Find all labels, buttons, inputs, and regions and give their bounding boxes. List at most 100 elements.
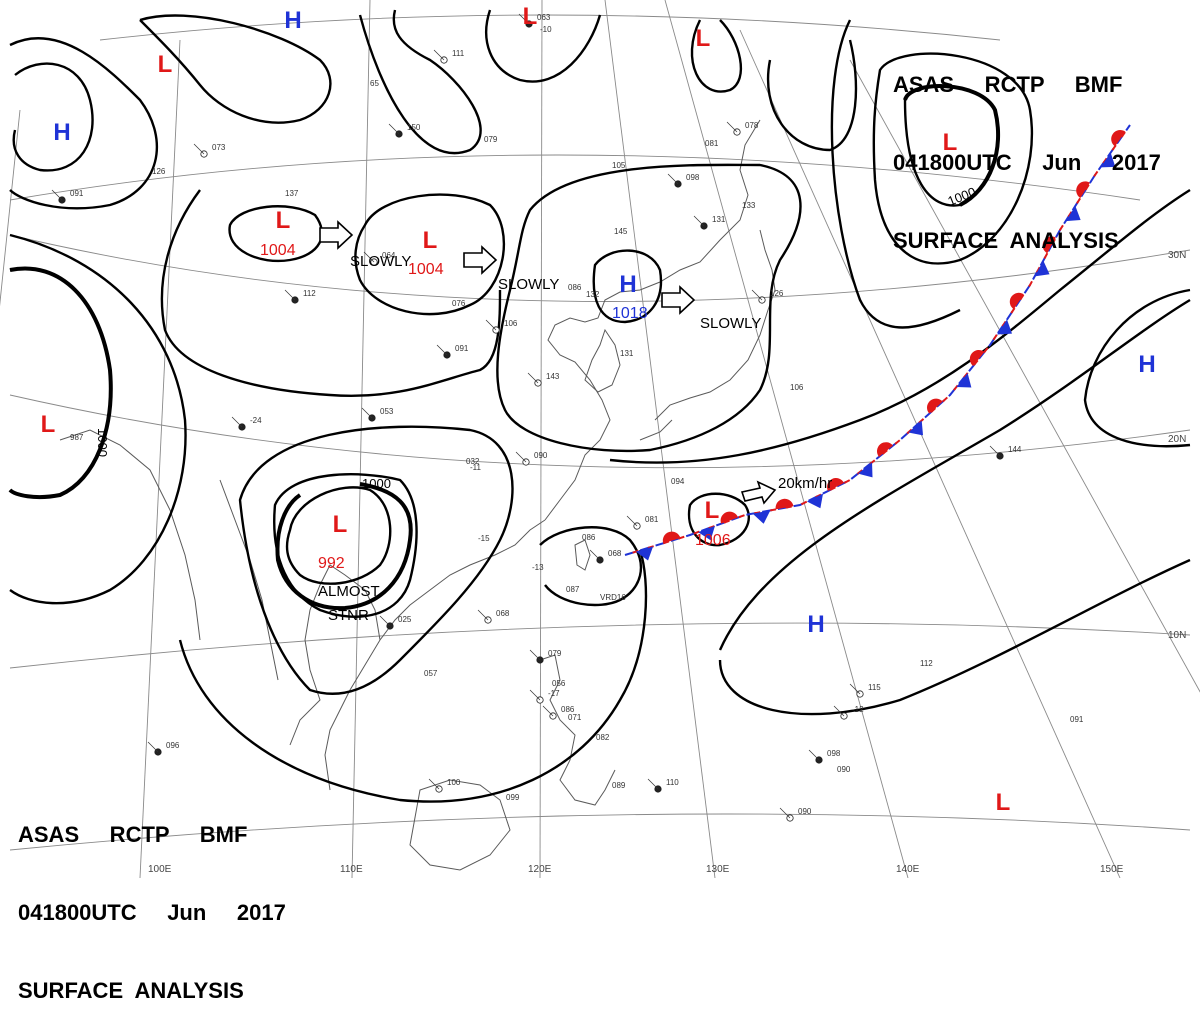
wind-barb <box>518 13 530 25</box>
station-value: 126 <box>152 167 166 176</box>
coast-korea <box>584 328 621 393</box>
station-value: 090 <box>837 765 851 774</box>
wind-barb <box>542 705 554 717</box>
header-line-3: SURFACE ANALYSIS <box>18 978 244 1003</box>
wind-barb <box>361 407 373 419</box>
latitude-label: 30N <box>1168 250 1186 261</box>
wind-barb <box>147 741 159 753</box>
central-pressure-value: 992 <box>318 555 345 572</box>
header-line-2: 041800UTC Jun 2017 <box>18 900 286 925</box>
station-value: 073 <box>212 143 226 152</box>
station-value: 112 <box>920 659 933 668</box>
wind-barb <box>388 123 400 135</box>
warm-front-semicircle <box>969 350 985 367</box>
station-value: -15 <box>478 534 490 543</box>
isobar-pacific-big <box>609 188 1191 464</box>
isobar-taiwan <box>539 526 643 607</box>
station-value: 133 <box>742 201 756 210</box>
warm-front-semicircle <box>775 498 794 510</box>
wind-barb <box>849 683 861 695</box>
parallel-50n <box>99 14 1001 41</box>
coast-philippines <box>539 654 616 806</box>
wind-barb <box>527 372 539 384</box>
isobar-yellow-sea-outer <box>496 163 802 453</box>
longitude-label: 150E <box>1100 864 1124 875</box>
high-pressure-center: H <box>807 611 824 638</box>
station-value: 086 <box>561 705 575 714</box>
cold-front-triangle <box>1034 260 1050 277</box>
station-value: 145 <box>614 227 628 236</box>
station-value: 032 <box>466 457 480 466</box>
station-value: 064 <box>382 251 396 260</box>
warm-front-semicircle <box>662 531 681 544</box>
station-value: 091 <box>455 344 469 353</box>
longitude-label: 130E <box>706 864 730 875</box>
station-value: 087 <box>566 585 580 594</box>
isobar-1000-ne-thick <box>903 84 1001 207</box>
low-pressure-center: L <box>696 25 711 52</box>
station-value: 078 <box>745 121 759 130</box>
meridian-90e <box>0 109 21 307</box>
isobar-south-china-outer <box>178 549 648 803</box>
header-line-2: 041800UTC Jun 2017 <box>893 150 1161 175</box>
latitude-label: 10N <box>1168 630 1186 641</box>
isobar-label: 1000 <box>95 428 110 457</box>
warm-front-semicircle <box>827 478 845 492</box>
warm-front-semicircle <box>720 511 739 524</box>
station-value: 090 <box>534 451 548 460</box>
isobar-1000-west-thick <box>8 266 113 500</box>
isobar-west-outer <box>9 233 187 605</box>
station-value: -17 <box>548 689 560 698</box>
cold-front-triangle <box>1100 152 1116 168</box>
station-value: 057 <box>424 669 438 678</box>
station-value: 112 <box>303 289 316 298</box>
wind-barb <box>726 121 738 133</box>
cold-front-triangle <box>698 525 715 541</box>
station-value: 987 <box>70 433 84 442</box>
cold-front-triangle <box>1065 205 1081 222</box>
arrow-yellow-sea <box>661 285 696 315</box>
front-marks <box>635 130 1126 561</box>
longitude-label: 120E <box>528 864 552 875</box>
isobar-label: 1000 <box>362 476 391 491</box>
station-value: 144 <box>1008 445 1022 454</box>
longitude-label: 100E <box>148 864 172 875</box>
low-pressure-center: L <box>41 411 56 438</box>
isobar-large-west <box>160 189 502 397</box>
coast-burma <box>219 479 279 681</box>
station-texts: 063 -10 111 65 150 079 073 126 091 137 064 105 098 08… <box>70 13 1084 816</box>
isobar-value-labels: 1000 1000 1000 <box>95 184 978 491</box>
station-value: 081 <box>645 515 659 524</box>
low-pressure-center: L <box>523 3 538 30</box>
isobar-north-3 <box>485 9 602 83</box>
low-pressure-center: L <box>333 511 348 538</box>
movement-text: SLOWLY <box>350 253 411 270</box>
wind-barb <box>433 49 445 61</box>
wind-barb <box>436 344 448 356</box>
isobar-1000-ic-thick <box>275 482 413 611</box>
isobar-pacific-south <box>718 298 1191 651</box>
isobar-north-2 <box>358 9 482 155</box>
high-pressure-center: H <box>1138 351 1155 378</box>
cold-front-triangle <box>956 372 972 388</box>
movement-text: SLOWLY <box>498 276 559 293</box>
meridian-160e <box>849 59 1200 693</box>
station-value: 115 <box>868 683 881 692</box>
station-value: 105 <box>612 161 626 170</box>
high-pressure-center: H <box>284 7 301 34</box>
warm-front-semicircle <box>877 442 894 457</box>
central-pressure-value: 1006 <box>695 532 731 549</box>
cold-front-triangle <box>806 493 824 509</box>
station-value: -11 <box>470 463 482 472</box>
central-pressure-value: 1004 <box>260 242 296 259</box>
cold-front-triangle <box>752 510 771 524</box>
wind-barb <box>428 778 440 790</box>
parallel-0 <box>9 813 1191 851</box>
header-bottom-left: ASAS RCTP BMF 041800UTC Jun 2017 SURFACE… <box>18 770 286 1030</box>
isobar-pacific-h-inner <box>718 558 1191 716</box>
header-line-1: ASAS RCTP BMF <box>893 72 1123 97</box>
isobar-nw-low <box>12 62 94 172</box>
coast-japan <box>639 229 776 441</box>
station-value: 081 <box>705 139 719 148</box>
station-value: 094 <box>671 477 685 486</box>
